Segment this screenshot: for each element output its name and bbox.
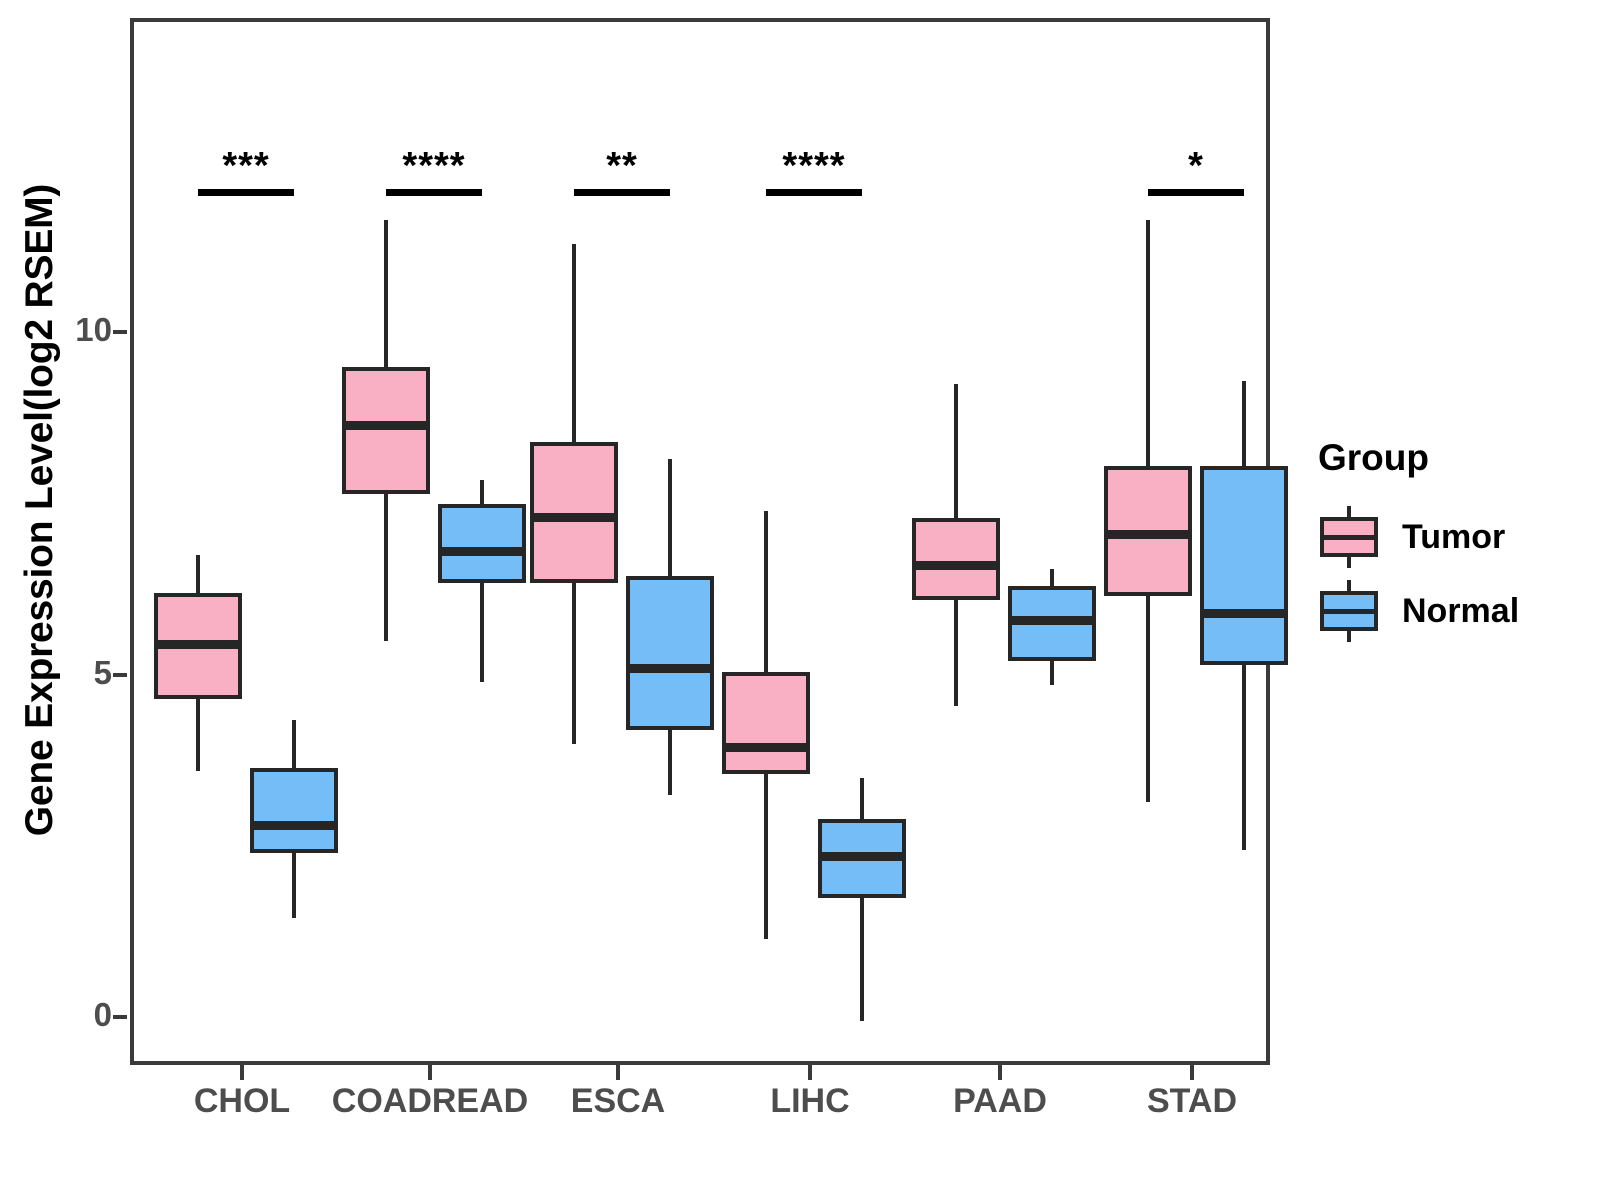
- legend-label: Tumor: [1402, 517, 1506, 556]
- boxplot-normal-paad: [1008, 22, 1096, 1069]
- x-axis-tick-label-stad: STAD: [1146, 1082, 1238, 1120]
- box-rect: [722, 671, 810, 775]
- legend-item-normal[interactable]: Normal: [1318, 579, 1588, 643]
- box-rect: [912, 517, 1000, 600]
- median-line: [530, 513, 618, 523]
- significance-label-chol: ***: [222, 144, 270, 187]
- median-line: [912, 560, 1000, 570]
- boxplot-normal-esca: [626, 22, 714, 1069]
- median-line: [626, 663, 714, 673]
- boxplot-tumor-chol: [154, 22, 242, 1069]
- x-axis-tick-label-chol: CHOL: [193, 1082, 291, 1120]
- x-axis-tick: [616, 1065, 620, 1080]
- significance-bar-chol: [198, 188, 294, 196]
- significance-label-coadread: ****: [402, 144, 466, 187]
- legend-item-tumor[interactable]: Tumor: [1318, 505, 1588, 569]
- legend: Group Tumor Normal: [1318, 437, 1588, 653]
- significance-label-lihc: ****: [782, 144, 846, 187]
- box-rect: [250, 767, 338, 854]
- median-line: [1200, 608, 1288, 618]
- y-axis-tick: [113, 330, 127, 334]
- box-rect: [626, 575, 714, 730]
- boxplot-tumor-paad: [912, 22, 1000, 1069]
- boxplot-tumor-esca: [530, 22, 618, 1069]
- legend-key-icon: [1318, 506, 1380, 568]
- boxplot-tumor-coadread: [342, 22, 430, 1069]
- y-axis-tick-label: 0: [93, 996, 112, 1033]
- x-axis-tick-label-esca: ESCA: [570, 1082, 666, 1120]
- median-line: [1008, 615, 1096, 625]
- x-axis-tick: [1190, 1065, 1194, 1080]
- x-axis-tick: [998, 1065, 1002, 1080]
- y-axis-tick-label: 10: [75, 311, 112, 348]
- median-line: [438, 547, 526, 557]
- median-line: [154, 639, 242, 649]
- whisker-line: [860, 777, 864, 1021]
- legend-title: Group: [1318, 437, 1429, 478]
- y-axis-tick: [113, 1015, 127, 1019]
- y-axis-tick-label: 5: [93, 653, 112, 691]
- box-rect: [1200, 466, 1288, 665]
- box-rect: [342, 366, 430, 494]
- median-line: [722, 742, 810, 752]
- significance-label-esca: **: [606, 144, 638, 187]
- significance-bar-coadread: [386, 188, 482, 196]
- boxplot-tumor-lihc: [722, 22, 810, 1069]
- y-axis-title: Gene Expression Level(log2 RSEM): [18, 183, 61, 837]
- y-axis-tick: [113, 672, 127, 677]
- plot-area: *** **** ** **** *: [134, 22, 1288, 1061]
- box-rect: [438, 503, 526, 583]
- legend-key-median: [1320, 609, 1378, 614]
- significance-bar-lihc: [766, 188, 862, 196]
- x-axis-tick: [428, 1065, 432, 1080]
- x-axis-tick-label-coadread: COADREAD: [331, 1082, 529, 1120]
- boxplot-normal-stad: [1200, 22, 1288, 1069]
- legend-key-median: [1320, 535, 1378, 540]
- legend-items: Tumor Normal: [1318, 505, 1588, 643]
- legend-label: Normal: [1402, 591, 1520, 630]
- x-axis-tick: [808, 1065, 812, 1080]
- boxplot-tumor-stad: [1104, 22, 1192, 1069]
- median-line: [250, 821, 338, 831]
- significance-label-stad: *: [1188, 144, 1204, 187]
- significance-bar-stad: [1148, 188, 1244, 196]
- boxplot-normal-coadread: [438, 22, 526, 1069]
- boxplot-normal-chol: [250, 22, 338, 1069]
- x-axis-tick: [240, 1065, 244, 1080]
- boxplot-normal-lihc: [818, 22, 906, 1069]
- significance-bar-esca: [574, 188, 670, 196]
- legend-key-icon: [1318, 580, 1380, 642]
- x-axis-tick-label-paad: PAAD: [953, 1082, 1047, 1120]
- median-line: [1104, 530, 1192, 540]
- median-line: [818, 852, 906, 862]
- x-axis-tick-label-lihc: LIHC: [770, 1082, 850, 1120]
- plot-panel: *** **** ** **** *: [130, 18, 1288, 1065]
- box-rect: [530, 442, 618, 583]
- median-line: [342, 420, 430, 430]
